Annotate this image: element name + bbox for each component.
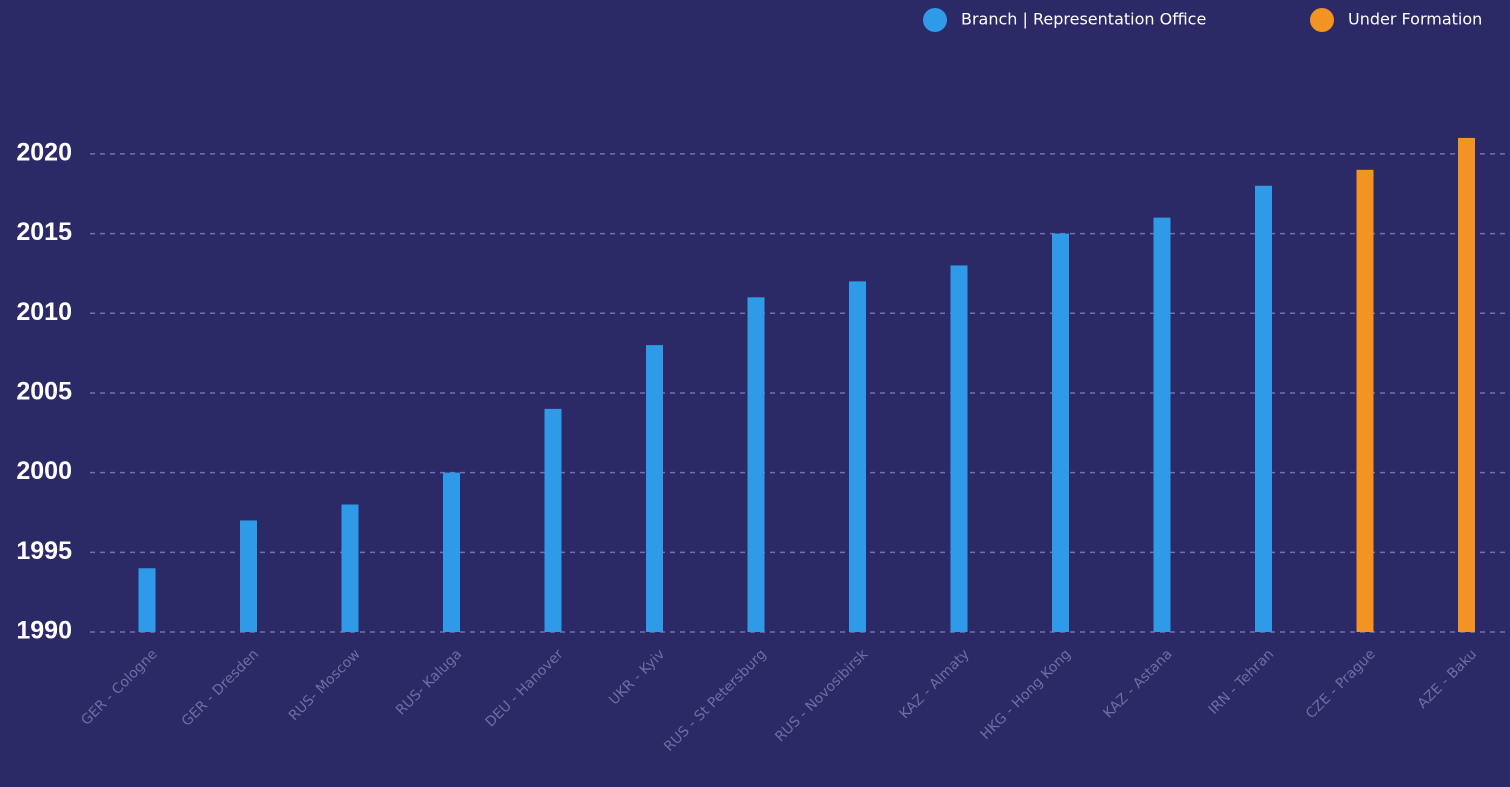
bar xyxy=(1153,217,1171,632)
y-tick-label: 2020 xyxy=(16,138,72,166)
bar xyxy=(1052,233,1069,632)
x-tick-label: RUS- Moscow xyxy=(286,646,364,724)
legend-marker xyxy=(1310,8,1334,32)
bar xyxy=(849,281,866,632)
x-tick-label: GER - Dresden xyxy=(179,646,262,729)
x-tick-label: RUS - St Petersburg xyxy=(661,646,770,755)
bar xyxy=(1255,185,1272,632)
x-tick-label: RUS - Novosibirsk xyxy=(772,646,871,745)
bar xyxy=(747,297,765,632)
bar xyxy=(1458,137,1475,632)
bar xyxy=(443,472,460,632)
x-tick-label: GER - Cologne xyxy=(78,646,160,728)
x-tick-label: KAZ - Almaty xyxy=(897,646,973,722)
bar xyxy=(950,265,968,632)
x-tick-label: RUS- Kaluga xyxy=(393,646,465,718)
x-tick-label: UKR - Kyiv xyxy=(606,646,668,708)
y-tick-label: 1995 xyxy=(16,537,72,565)
legend-label: Under Formation xyxy=(1348,10,1482,29)
x-tick-label: IRN - Tehran xyxy=(1206,646,1278,718)
legend-label: Branch | Representation Office xyxy=(961,10,1206,29)
x-tick-label: HKG - Hong Kong xyxy=(978,646,1075,743)
y-tick-label: 2010 xyxy=(16,298,72,326)
y-tick-label: 1990 xyxy=(16,617,72,645)
bar xyxy=(646,345,663,632)
y-tick-label: 2005 xyxy=(16,378,72,406)
bar xyxy=(240,520,257,632)
legend-marker xyxy=(923,8,947,32)
bar xyxy=(1356,169,1374,632)
bar xyxy=(341,504,359,632)
y-tick-label: 2000 xyxy=(16,457,72,485)
y-tick-label: 2015 xyxy=(16,218,72,246)
x-tick-label: CZE - Prague xyxy=(1303,646,1379,722)
x-tick-label: KAZ - Astana xyxy=(1100,646,1175,721)
bar xyxy=(544,408,562,632)
x-tick-label: DEU - Hanover xyxy=(482,646,566,730)
bar xyxy=(138,568,156,632)
x-tick-label: AZE - Baku xyxy=(1415,646,1481,712)
